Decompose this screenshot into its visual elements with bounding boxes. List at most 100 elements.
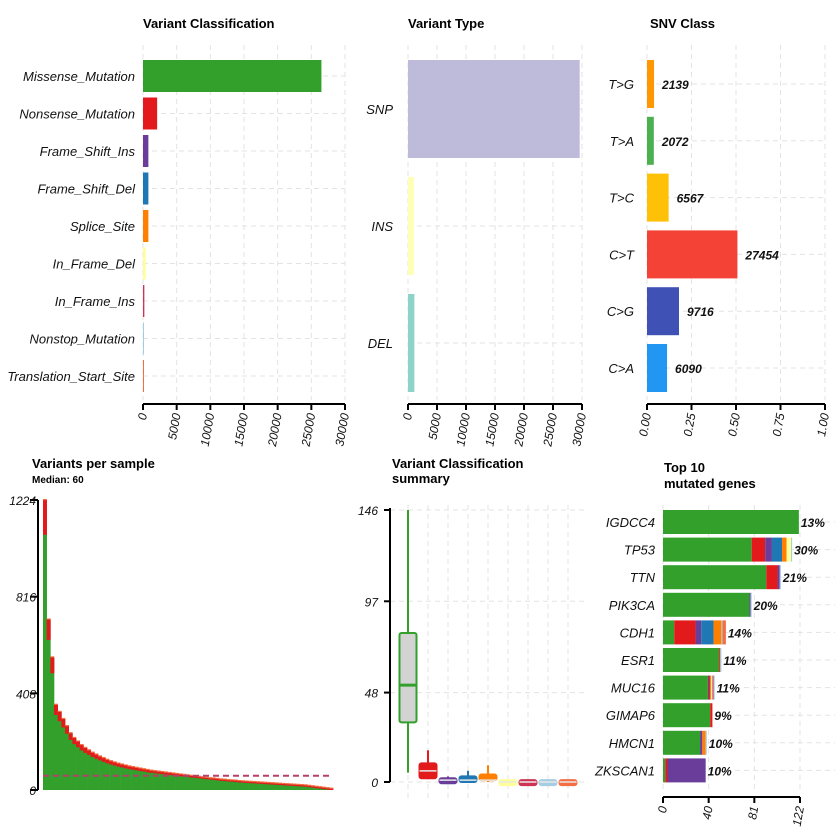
sample-bar-nonsense [54, 704, 58, 715]
sample-bar [123, 765, 128, 790]
sample-bar-nonsense [248, 781, 253, 784]
vc-tick-label: 20000 [265, 412, 285, 449]
gene-segment-Nonstop_Mutation [779, 565, 781, 590]
sample-bar-other [219, 778, 224, 780]
sample-bar-nonsense [288, 784, 293, 786]
gene-label: HMCN1 [609, 736, 655, 751]
sample-bar-other [241, 780, 246, 782]
sample-bar-other [87, 749, 92, 751]
sample-bar [222, 779, 227, 790]
sample-bar-other [200, 776, 205, 778]
box-Missense_Mutation [398, 631, 418, 724]
sample-bar-other [79, 743, 84, 746]
sample-bar-other [65, 725, 69, 727]
count-label: 6090 [675, 362, 702, 376]
gene-segment-Frame_Shift_Del [701, 620, 714, 645]
sample-bar-nonsense [277, 783, 282, 786]
sample-bar-other [259, 781, 264, 783]
sample-bar [101, 758, 106, 790]
sample-bar-other [171, 772, 176, 774]
sample-bar-nonsense [116, 763, 121, 767]
sample-bar [120, 764, 125, 790]
sample-bar-other [101, 757, 106, 759]
sample-bar-other [83, 746, 88, 749]
bar-C>T [647, 230, 738, 279]
genes-tick-label: 0 [655, 805, 670, 814]
sample-bar-other [237, 779, 242, 782]
vc-tick-label: 15000 [231, 412, 251, 448]
gene-segment-Nonsense_Mutation [766, 565, 778, 590]
gene-segment-Missense_Mutation [663, 510, 799, 534]
sample-bar-other [263, 781, 268, 783]
category-label: C>A [608, 361, 634, 376]
variants-per-sample-title: Variants per sample [32, 456, 155, 471]
sample-bar-other [252, 780, 257, 783]
sample-bar-other [281, 782, 286, 785]
sample-bar-other [131, 766, 136, 768]
sample-bar-other [123, 764, 128, 766]
sample-bar-nonsense [65, 726, 69, 734]
sample-bar-other [138, 767, 143, 769]
sample-bar-nonsense [46, 619, 51, 640]
box-tick-label: 97 [365, 595, 380, 609]
sample-bar [200, 777, 205, 790]
sample-bar-nonsense [43, 500, 47, 535]
gene-segment-Frame_Shift_Ins [749, 592, 751, 617]
sample-bar [292, 784, 297, 790]
sample-bar [204, 777, 209, 790]
vc-tick-label: 10000 [198, 412, 218, 448]
sample-bar [193, 776, 198, 790]
sample-bar [65, 726, 69, 790]
category-label: INS [371, 219, 393, 234]
sample-bar-other [120, 763, 125, 765]
gene-segment-Translation_Start_Site [722, 620, 726, 645]
gene-segment-Missense_Mutation [663, 565, 767, 590]
sample-bar [46, 619, 51, 790]
category-label: Splice_Site [70, 219, 135, 234]
sample-bar-nonsense [112, 762, 117, 766]
sample-bar-other [72, 736, 77, 739]
sample-bar-nonsense [226, 780, 231, 782]
sample-bar-other [43, 499, 47, 501]
sample-bar [241, 781, 246, 790]
vt-tick-label: 5000 [426, 412, 444, 441]
sample-bar-other [134, 766, 139, 768]
sample-bar-other [76, 740, 81, 742]
bar-In_Frame_Del [143, 247, 146, 280]
sample-bar-other [68, 732, 73, 734]
count-label: 27454 [744, 248, 779, 262]
gene-segment-Nonsense_Mutation [719, 648, 721, 672]
sample-bar-nonsense [57, 711, 62, 722]
sample-bar [263, 782, 268, 790]
sample-bar-nonsense [329, 788, 334, 790]
sample-bar [160, 771, 165, 790]
sample-bar [178, 774, 183, 790]
sample-bar-nonsense [90, 752, 95, 758]
sample-bar-nonsense [127, 766, 132, 770]
sample-bar-nonsense [123, 765, 128, 769]
sample-bar-other [285, 783, 290, 785]
category-label: SNP [366, 102, 393, 117]
sample-bar-other [307, 784, 312, 786]
category-label: T>C [609, 191, 635, 206]
sample-bar-other [54, 703, 58, 705]
sample-bar [43, 500, 47, 790]
sample-bar [72, 737, 77, 790]
box-tick-label: 0 [371, 776, 378, 790]
category-label: DEL [368, 336, 393, 351]
sample-bar-other [142, 768, 147, 770]
bar-SNP [408, 60, 580, 158]
sample-bar [134, 767, 139, 790]
sample-bar-other [292, 783, 297, 785]
bar-Frame_Shift_Del [143, 172, 149, 205]
sample-bar-nonsense [72, 737, 77, 745]
sample-bar-other [310, 785, 315, 787]
gene-percent: 21% [782, 571, 807, 585]
sample-bar-other [329, 787, 334, 789]
box-tick-label: 48 [365, 687, 379, 701]
sample-bar-nonsense [178, 774, 183, 777]
sample-bar-other [90, 751, 95, 753]
sample-bar-nonsense [189, 775, 194, 778]
sample-bar [109, 761, 114, 790]
